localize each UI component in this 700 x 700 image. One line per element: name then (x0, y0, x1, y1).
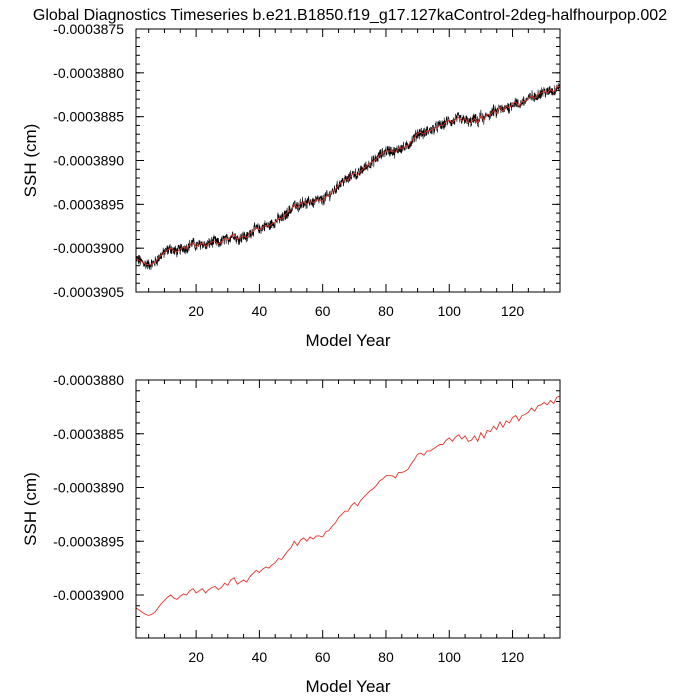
y-tick-label: -0.0003880 (53, 372, 124, 388)
x-tick-label: 20 (188, 649, 204, 665)
x-tick-label: 120 (501, 303, 525, 319)
y-tick-label: -0.0003895 (53, 533, 124, 549)
y-tick-label: -0.0003900 (53, 240, 124, 256)
bottom-panel: 20 40 60 80 100 120 -0.0003880 -0.0003885 -0.000… (21, 372, 561, 696)
plot-area (136, 82, 560, 270)
y-tick-label: -0.0003885 (53, 109, 124, 125)
y-tick-label: -0.0003900 (53, 587, 124, 603)
x-tick-label: 100 (438, 649, 462, 665)
x-axis-label: Model Year (305, 677, 390, 696)
x-tick-label: 60 (315, 303, 331, 319)
y-tick-label: -0.0003890 (53, 480, 124, 496)
chart-title: Global Diagnostics Timeseries b.e21.B185… (33, 7, 667, 24)
annual-mean-series-line (136, 395, 560, 616)
x-tick-label: 120 (501, 649, 525, 665)
top-panel: 20 40 60 80 100 120 -0.0003875 -0.0003880 -0.000… (21, 21, 561, 350)
annual-mean-series-line (136, 85, 560, 266)
y-tick-label: -0.0003885 (53, 426, 124, 442)
x-tick-label: 80 (378, 649, 394, 665)
x-tick-label: 100 (438, 303, 462, 319)
y-tick-label: -0.0003895 (53, 196, 124, 212)
y-axis-label: SSH (cm) (21, 472, 40, 546)
x-tick-label: 40 (252, 303, 268, 319)
x-tick-label: 60 (315, 649, 331, 665)
plot-frame (135, 379, 561, 639)
plot-frame (135, 28, 561, 293)
y-tick-label: -0.0003875 (53, 21, 124, 37)
y-tick-label: -0.0003880 (53, 65, 124, 81)
y-tick-label: -0.0003905 (53, 284, 124, 300)
x-tick-label: 40 (252, 649, 268, 665)
y-tick-label: -0.0003890 (53, 153, 124, 169)
y-axis-label: SSH (cm) (21, 124, 40, 198)
x-tick-label: 80 (378, 303, 394, 319)
x-tick-label: 20 (188, 303, 204, 319)
plot-area (136, 395, 560, 616)
x-axis-label: Model Year (305, 331, 390, 350)
monthly-series-line (136, 82, 560, 270)
